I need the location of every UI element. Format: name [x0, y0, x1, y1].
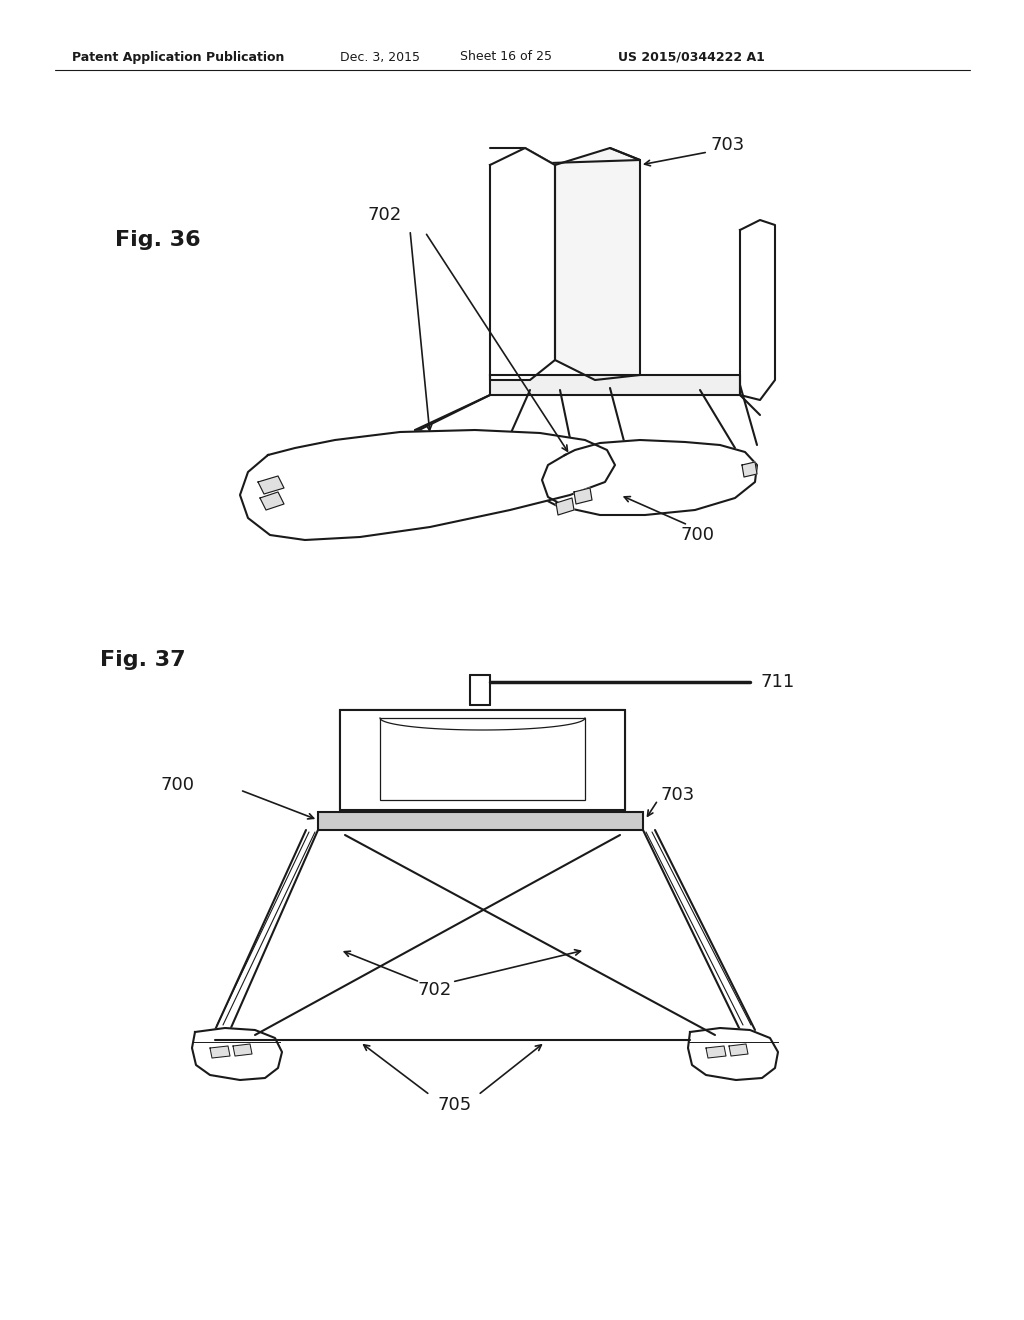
Polygon shape — [233, 1044, 252, 1056]
Polygon shape — [260, 492, 284, 510]
Text: Dec. 3, 2015: Dec. 3, 2015 — [340, 50, 420, 63]
Text: 700: 700 — [680, 525, 714, 544]
Polygon shape — [574, 488, 592, 504]
Text: 702: 702 — [368, 206, 402, 224]
Polygon shape — [318, 812, 643, 830]
Polygon shape — [555, 148, 640, 380]
Polygon shape — [490, 148, 555, 380]
Polygon shape — [258, 477, 284, 494]
Text: 703: 703 — [710, 136, 744, 154]
Polygon shape — [556, 498, 574, 515]
Polygon shape — [240, 430, 615, 540]
Polygon shape — [193, 1028, 282, 1080]
Text: Fig. 37: Fig. 37 — [100, 649, 185, 671]
Polygon shape — [542, 440, 757, 515]
Polygon shape — [706, 1045, 726, 1059]
Polygon shape — [688, 1028, 778, 1080]
Text: 702: 702 — [418, 981, 453, 999]
Text: Patent Application Publication: Patent Application Publication — [72, 50, 285, 63]
Text: Fig. 36: Fig. 36 — [115, 230, 201, 249]
Text: 711: 711 — [760, 673, 795, 690]
Text: Sheet 16 of 25: Sheet 16 of 25 — [460, 50, 552, 63]
Polygon shape — [740, 220, 775, 400]
Text: 705: 705 — [438, 1096, 472, 1114]
Polygon shape — [729, 1044, 748, 1056]
Polygon shape — [490, 375, 740, 395]
Text: 703: 703 — [660, 785, 694, 804]
Text: 700: 700 — [161, 776, 195, 795]
Polygon shape — [742, 462, 757, 477]
Polygon shape — [210, 1045, 230, 1059]
Polygon shape — [340, 710, 625, 810]
Polygon shape — [380, 718, 585, 800]
Text: US 2015/0344222 A1: US 2015/0344222 A1 — [618, 50, 765, 63]
